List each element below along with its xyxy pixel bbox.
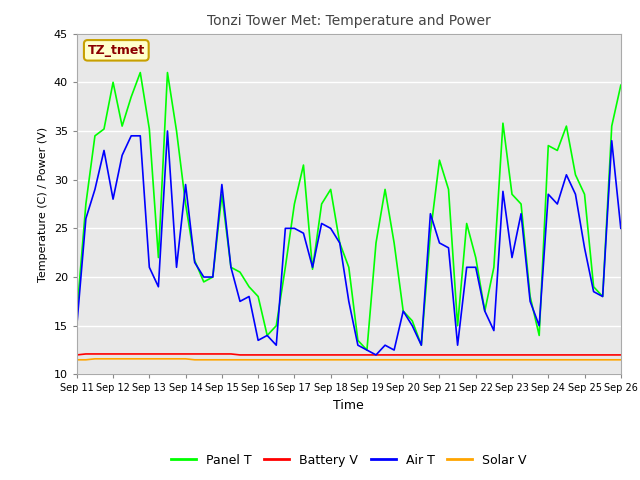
Battery V [617,352,625,358]
Legend: Panel T, Battery V, Air T, Solar V: Panel T, Battery V, Air T, Solar V [166,449,531,472]
Line: Battery V: Battery V [77,354,621,355]
Air T [191,260,198,265]
X-axis label: Time: Time [333,399,364,412]
Battery V [273,352,280,358]
Battery V [82,351,90,357]
Line: Solar V: Solar V [77,359,621,360]
Panel T [417,342,425,348]
Y-axis label: Temperature (C) / Power (V): Temperature (C) / Power (V) [38,126,48,282]
Air T [273,342,280,348]
Panel T [136,70,144,75]
Solar V [273,357,280,363]
Battery V [554,352,561,358]
Panel T [191,258,198,264]
Air T [617,226,625,231]
Panel T [563,123,570,129]
Title: Tonzi Tower Met: Temperature and Power: Tonzi Tower Met: Temperature and Power [207,14,491,28]
Air T [381,342,389,348]
Solar V [554,357,561,363]
Solar V [191,357,198,363]
Panel T [363,347,371,353]
Line: Air T: Air T [77,131,621,355]
Panel T [617,83,625,88]
Panel T [273,323,280,329]
Solar V [91,356,99,362]
Panel T [381,187,389,192]
Text: TZ_tmet: TZ_tmet [88,44,145,57]
Solar V [408,357,416,363]
Panel T [73,311,81,317]
Battery V [408,352,416,358]
Battery V [209,351,216,357]
Panel T [209,274,216,280]
Line: Panel T: Panel T [77,72,621,350]
Solar V [372,357,380,363]
Battery V [191,351,198,357]
Battery V [372,352,380,358]
Air T [417,342,425,348]
Air T [563,172,570,178]
Solar V [209,357,216,363]
Air T [164,128,172,134]
Air T [209,274,216,280]
Air T [73,323,81,329]
Air T [372,352,380,358]
Solar V [73,357,81,363]
Battery V [73,352,81,358]
Solar V [617,357,625,363]
